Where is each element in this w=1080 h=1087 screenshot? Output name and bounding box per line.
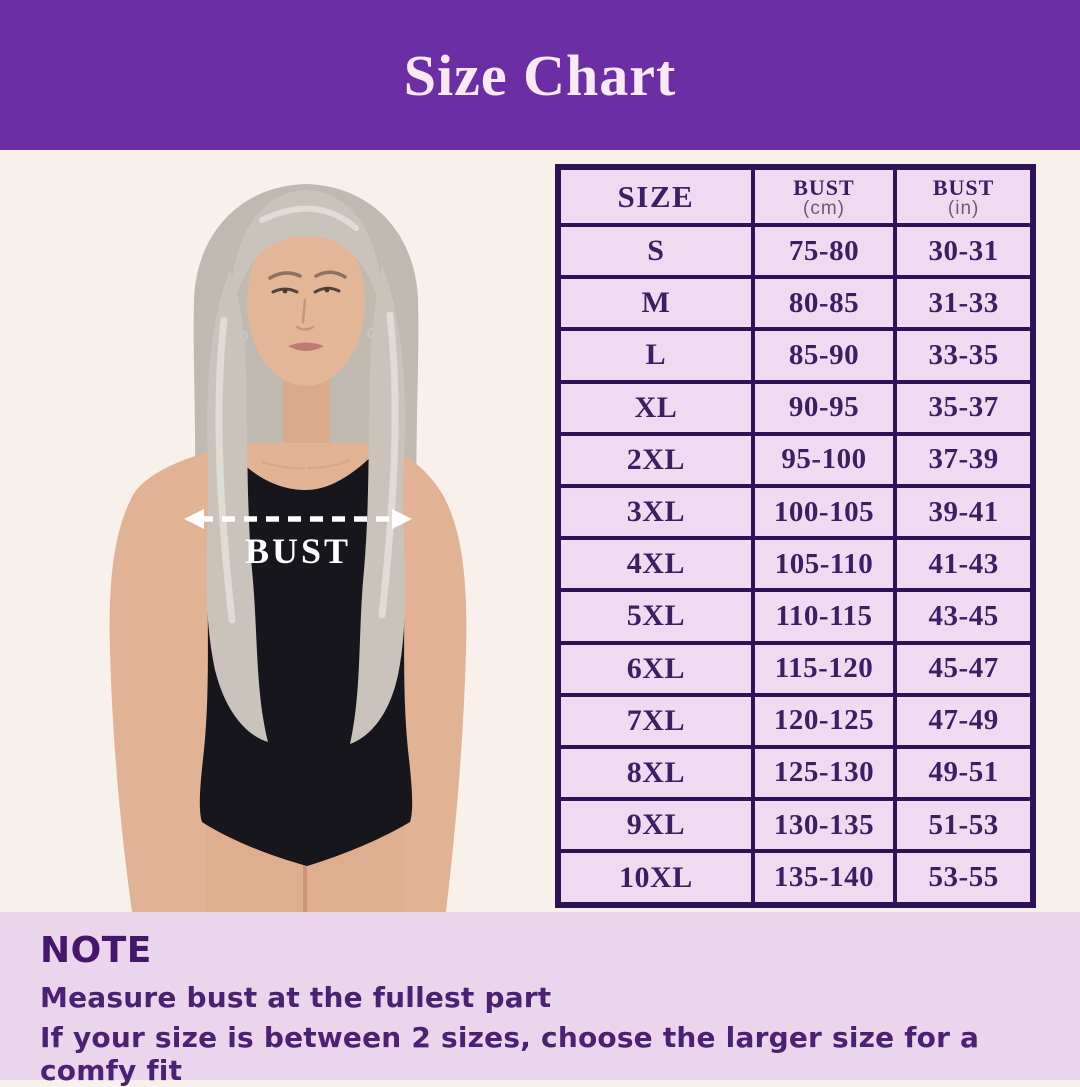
table-row: 7XL 120-125 47-49 xyxy=(556,692,1035,749)
size-cell: 4XL xyxy=(556,536,755,593)
bust-cm-cell: 100-105 xyxy=(750,483,898,541)
col-header-bust-cm: BUST (cm) xyxy=(750,165,898,227)
bust-cm-cell: 90-95 xyxy=(750,379,898,436)
arrow-right-icon xyxy=(392,509,412,529)
table-row: 6XL 115-120 45-47 xyxy=(556,640,1035,697)
size-cell: 7XL xyxy=(556,692,755,749)
content-area: BUST SIZE BUST (cm) BUST (in) S 75-80 30-3… xyxy=(0,150,1080,912)
table-row: M 80-85 31-33 xyxy=(556,275,1035,332)
hair-highlights xyxy=(215,205,399,624)
size-cell: M xyxy=(556,275,755,332)
bust-cm-cell: 85-90 xyxy=(750,327,898,384)
col-header-bust-in-unit: (in) xyxy=(947,198,980,220)
bust-in-cell: 45-47 xyxy=(893,640,1035,697)
model-photo: BUST xyxy=(109,184,467,912)
size-cell: 9XL xyxy=(556,797,755,854)
bust-in-cell: 47-49 xyxy=(893,692,1035,749)
size-cell: XL xyxy=(556,379,755,436)
size-cell: 10XL xyxy=(556,849,755,907)
table-row: 2XL 95-100 37-39 xyxy=(556,431,1035,488)
size-cell: S xyxy=(556,222,755,280)
table-row: 9XL 130-135 51-53 xyxy=(556,797,1035,854)
bust-cm-cell: 105-110 xyxy=(750,536,898,593)
size-cell: 8XL xyxy=(556,744,755,802)
size-cell: 2XL xyxy=(556,431,755,488)
table-header-row: SIZE BUST (cm) BUST (in) xyxy=(556,165,1035,227)
bust-in-cell: 53-55 xyxy=(893,849,1035,907)
bust-cm-cell: 75-80 xyxy=(750,222,898,280)
col-header-bust-cm-unit: (cm) xyxy=(803,198,845,220)
bust-cm-cell: 110-115 xyxy=(750,588,898,645)
bust-in-cell: 37-39 xyxy=(893,431,1035,488)
size-chart-table: SIZE BUST (cm) BUST (in) S 75-80 30-31 M 80-… xyxy=(555,164,1036,908)
size-cell: 5XL xyxy=(556,588,755,645)
table-row: 8XL 125-130 49-51 xyxy=(556,744,1035,802)
bust-in-cell: 41-43 xyxy=(893,536,1035,593)
table-row: S 75-80 30-31 xyxy=(556,222,1035,280)
note-section: NOTE Measure bust at the fullest part If … xyxy=(0,912,1080,1087)
bust-in-cell: 33-35 xyxy=(893,327,1035,384)
bust-cm-cell: 135-140 xyxy=(750,849,898,907)
bust-in-cell: 31-33 xyxy=(893,275,1035,332)
size-cell: 6XL xyxy=(556,640,755,697)
bust-in-cell: 49-51 xyxy=(893,744,1035,802)
col-header-bust-in: BUST (in) xyxy=(893,165,1035,227)
bust-cm-cell: 130-135 xyxy=(750,797,898,854)
col-header-size-label: SIZE xyxy=(617,178,695,214)
bust-cm-cell: 115-120 xyxy=(750,640,898,697)
col-header-bust-in-label: BUST xyxy=(932,175,995,200)
table-row: 4XL 105-110 41-43 xyxy=(556,536,1035,593)
bust-cm-cell: 120-125 xyxy=(750,692,898,749)
bust-in-cell: 43-45 xyxy=(893,588,1035,645)
table-row: 10XL 135-140 53-55 xyxy=(556,849,1035,907)
collarbone-lines xyxy=(261,458,351,470)
table-row: 3XL 100-105 39-41 xyxy=(556,483,1035,541)
camisole-garment xyxy=(199,442,413,866)
size-cell: L xyxy=(556,327,755,384)
bust-cm-cell: 95-100 xyxy=(750,431,898,488)
table-row: L 85-90 33-35 xyxy=(556,327,1035,384)
bust-in-cell: 35-37 xyxy=(893,379,1035,436)
table-row: 5XL 110-115 43-45 xyxy=(556,588,1035,645)
col-header-size: SIZE xyxy=(556,165,755,227)
bust-cm-cell: 125-130 xyxy=(750,744,898,802)
note-line: If your size is between 2 sizes, choose … xyxy=(40,1021,980,1087)
size-cell: 3XL xyxy=(556,483,755,541)
bust-in-cell: 51-53 xyxy=(893,797,1035,854)
note-lines: Measure bust at the fullest part If your … xyxy=(40,981,1050,1087)
col-header-bust-cm-label: BUST xyxy=(793,175,855,200)
face-features xyxy=(268,270,347,351)
bust-in-cell: 39-41 xyxy=(893,483,1035,541)
page-title: Size Chart xyxy=(403,42,677,108)
note-line: Measure bust at the fullest part xyxy=(40,981,552,1014)
bust-label: BUST xyxy=(245,531,351,571)
bust-in-cell: 30-31 xyxy=(893,222,1035,280)
note-heading: NOTE xyxy=(40,930,152,971)
table-row: XL 90-95 35-37 xyxy=(556,379,1035,436)
bust-measure-annotation: BUST xyxy=(184,509,412,571)
header-banner: Size Chart xyxy=(0,0,1080,150)
arrow-left-icon xyxy=(184,509,204,529)
bust-cm-cell: 80-85 xyxy=(750,275,898,332)
